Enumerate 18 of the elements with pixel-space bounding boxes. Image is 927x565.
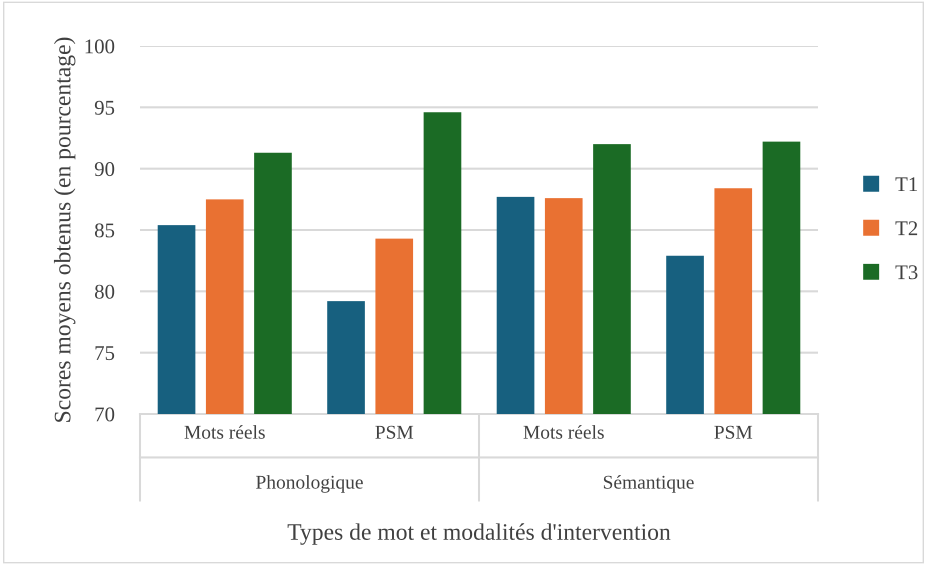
x-tick-label: Mots réels — [184, 425, 265, 439]
x-tick-label: Mots réels — [524, 425, 604, 439]
legend-label: T3 — [896, 265, 918, 280]
y-tick-label: 75 — [96, 346, 114, 360]
y-tick-label: 80 — [94, 284, 114, 299]
y-tick-label: 85 — [94, 223, 114, 238]
legend-label: T1 — [896, 177, 918, 192]
text: Phonologique — [256, 475, 363, 493]
text: Sémantique — [604, 475, 694, 493]
x-tick-label: PSM — [375, 426, 414, 439]
y-tick-label: 70 — [96, 407, 114, 422]
y-tick-label: 95 — [94, 100, 114, 115]
x-tick-label: PSM — [714, 426, 752, 439]
x-axis-title: Types de mot et modalités d'intervention — [288, 523, 670, 545]
y-tick-label: 90 — [94, 162, 114, 176]
y-axis-title: Scores moyens obtenus (en pourcentage) — [54, 38, 76, 422]
legend-label: T2 — [896, 221, 918, 236]
y-tick-label: 100 — [86, 39, 114, 54]
